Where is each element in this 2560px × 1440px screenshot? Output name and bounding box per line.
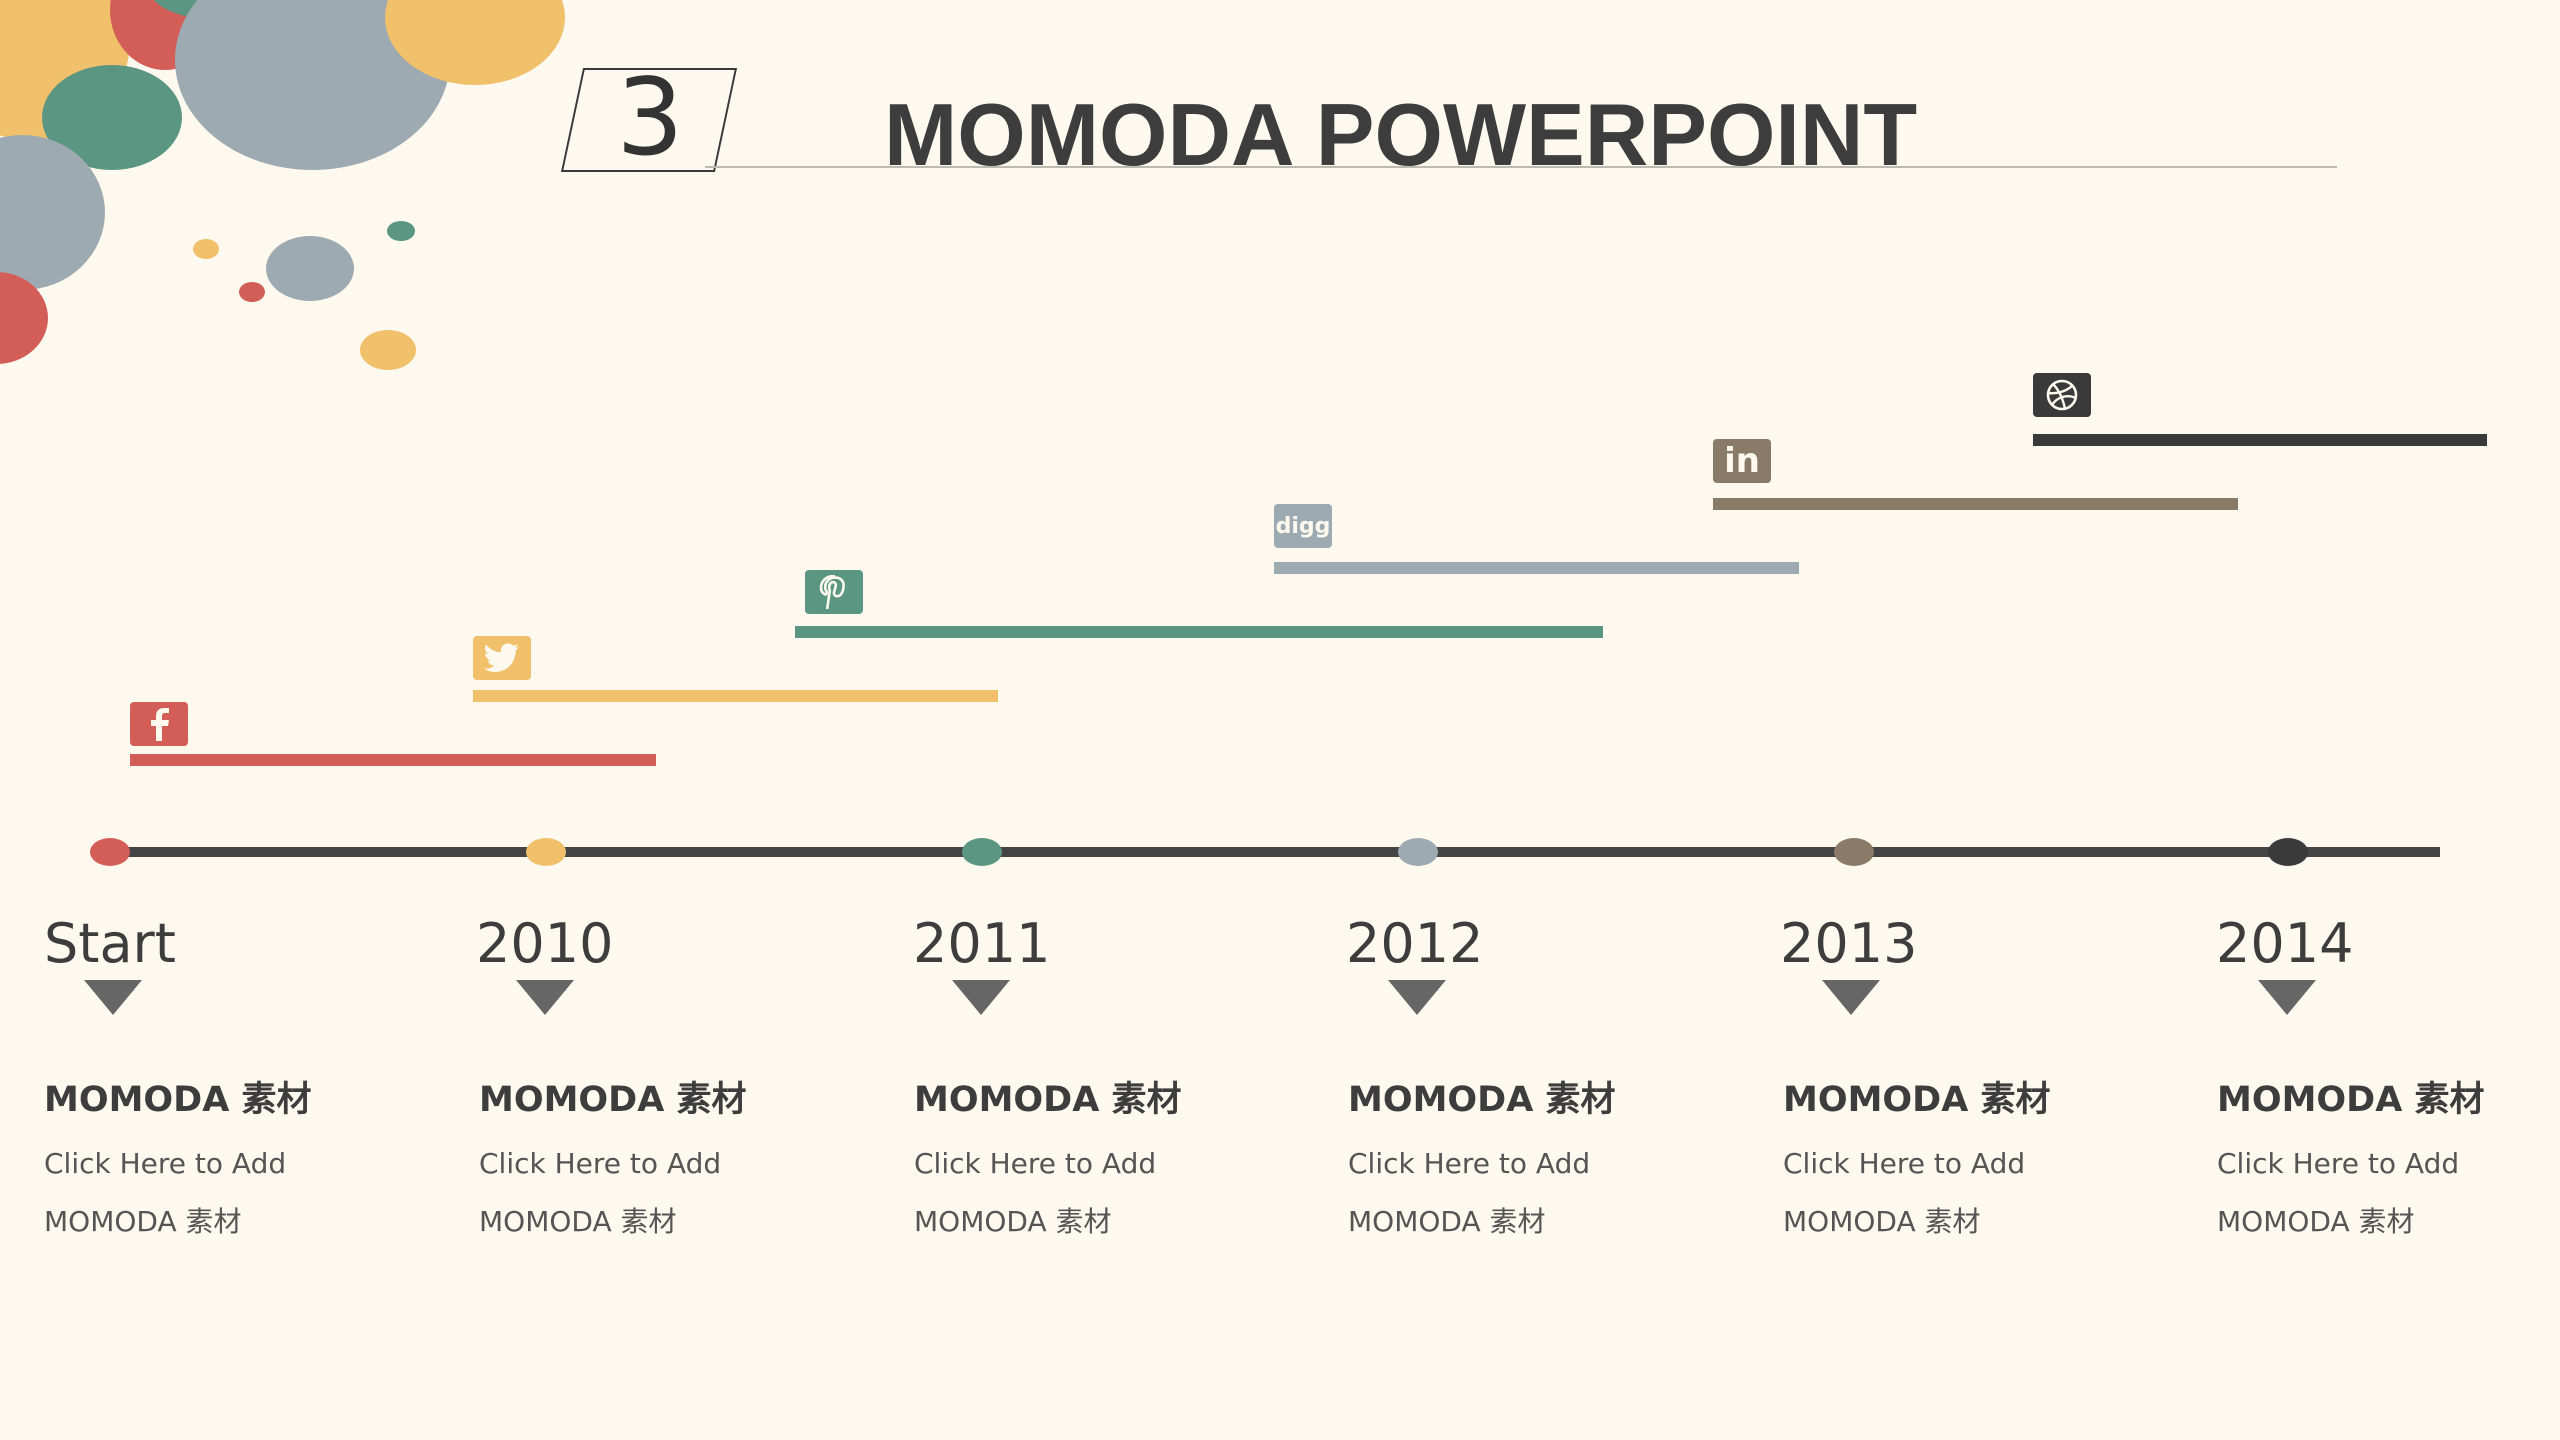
- item-text[interactable]: Click Here to Add: [1783, 1147, 2026, 1180]
- title-underline: [705, 166, 2337, 168]
- timeline-dot-2013[interactable]: [1834, 838, 1874, 866]
- timeline-dot-2010[interactable]: [526, 838, 566, 866]
- item-heading: MOMODA 素材: [1783, 1080, 2051, 1120]
- timeline-dot-2012[interactable]: [1398, 838, 1438, 866]
- timeline-year-label: Start: [44, 912, 176, 975]
- item-heading: MOMODA 素材: [1348, 1080, 1616, 1120]
- facebook-icon[interactable]: [130, 702, 188, 746]
- item-heading: MOMODA 素材: [914, 1080, 1182, 1120]
- arrow-down-icon: [952, 980, 1010, 1015]
- item-text[interactable]: Click Here to Add: [914, 1147, 1157, 1180]
- item-heading: MOMODA 素材: [2217, 1080, 2485, 1120]
- arrow-down-icon: [1822, 980, 1880, 1015]
- timeline-year-label: 2013: [1780, 912, 1918, 975]
- timeline-dot-start[interactable]: [90, 838, 130, 866]
- bar-dribbble: [2033, 434, 2487, 446]
- timeline-dot-2014[interactable]: [2268, 838, 2308, 866]
- bar-linkedin: [1713, 498, 2238, 510]
- arrow-down-icon: [84, 980, 142, 1015]
- linkedin-icon[interactable]: in: [1713, 439, 1771, 483]
- timeline-dot-2011[interactable]: [962, 838, 1002, 866]
- timeline-year-label: 2010: [476, 912, 614, 975]
- bar-digg: [1274, 562, 1799, 574]
- item-subtext: MOMODA 素材: [1348, 1205, 1546, 1238]
- item-text[interactable]: Click Here to Add: [479, 1147, 722, 1180]
- item-subtext: MOMODA 素材: [914, 1205, 1112, 1238]
- slide-number: 3: [616, 56, 684, 179]
- pinterest-icon[interactable]: [805, 570, 863, 614]
- bubble-yellow-dot-1: [193, 239, 219, 259]
- bubble-grey-small: [266, 236, 354, 301]
- arrow-down-icon: [1388, 980, 1446, 1015]
- linkedin-icon-label: in: [1724, 441, 1760, 481]
- item-subtext: MOMODA 素材: [2217, 1205, 2415, 1238]
- bar-twitter: [473, 690, 998, 702]
- digg-icon-label: digg: [1275, 513, 1331, 539]
- bubble-red-dot: [239, 282, 265, 302]
- item-subtext: MOMODA 素材: [1783, 1205, 1981, 1238]
- bar-facebook: [130, 754, 656, 766]
- digg-icon[interactable]: digg: [1274, 504, 1332, 548]
- arrow-down-icon: [2258, 980, 2316, 1015]
- bubble-teal-dot: [387, 221, 415, 241]
- timeline-year-label: 2011: [913, 912, 1051, 975]
- timeline-axis: [110, 847, 2440, 857]
- item-subtext: MOMODA 素材: [479, 1205, 677, 1238]
- item-heading: MOMODA 素材: [44, 1080, 312, 1120]
- timeline-year-label: 2014: [2216, 912, 2354, 975]
- bar-pinterest: [795, 626, 1603, 638]
- item-subtext: MOMODA 素材: [44, 1205, 242, 1238]
- timeline-year-label: 2012: [1346, 912, 1484, 975]
- item-text[interactable]: Click Here to Add: [1348, 1147, 1591, 1180]
- item-text[interactable]: Click Here to Add: [44, 1147, 287, 1180]
- twitter-icon[interactable]: [473, 636, 531, 680]
- arrow-down-icon: [516, 980, 574, 1015]
- dribbble-icon[interactable]: [2033, 373, 2091, 417]
- item-heading: MOMODA 素材: [479, 1080, 747, 1120]
- bubble-yellow-dot-2: [360, 330, 416, 370]
- item-text[interactable]: Click Here to Add: [2217, 1147, 2460, 1180]
- page-title: MOMODA POWERPOINT: [884, 85, 1918, 184]
